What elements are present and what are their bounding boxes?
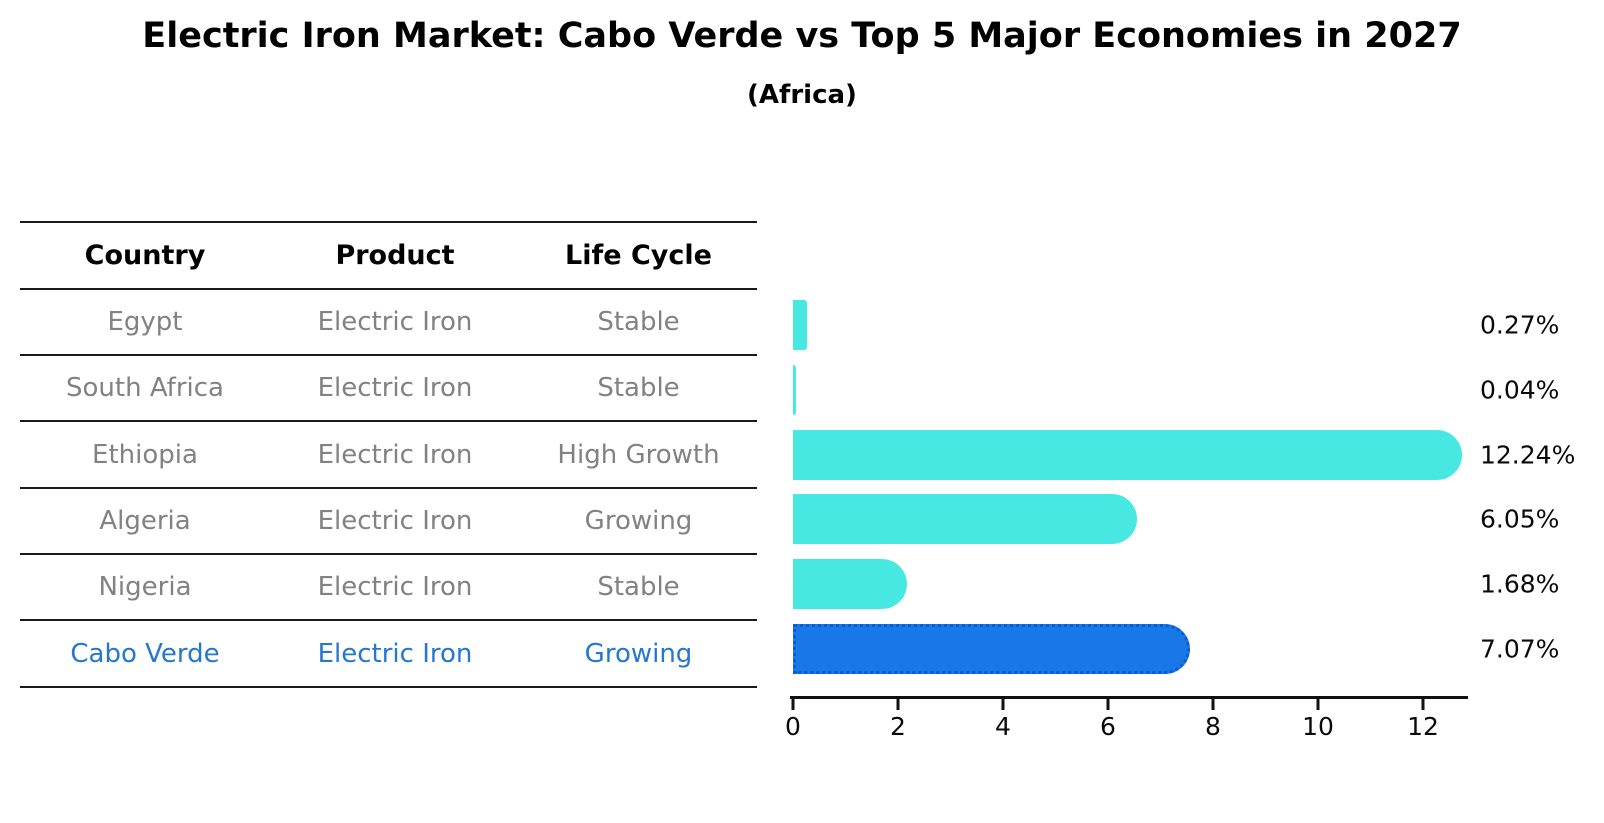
x-tick-label: 8 [1205,712,1221,741]
table-row: Ethiopia Electric Iron High Growth [20,422,757,487]
column-header-country: Country [84,240,206,271]
table-row: Egypt Electric Iron Stable [20,290,757,354]
table-row: Nigeria Electric Iron Stable [20,555,757,619]
product-cell: Electric Iron [317,307,473,337]
x-tick-mark [1001,699,1005,710]
bar-value-label: 0.04% [1480,375,1560,405]
x-tick-label: 10 [1302,712,1334,741]
life-cycle-cell: Stable [597,572,680,602]
bar-egypt [793,300,808,350]
bar-value-label: 12.24% [1480,440,1576,470]
product-cell: Electric Iron [317,506,473,536]
table-header-row: Country Product Life Cycle [20,223,757,288]
column-header-life-cycle: Life Cycle [565,240,712,271]
table-divider [20,420,757,422]
bar-value-label: 0.27% [1480,310,1560,340]
bar-value-label: 6.05% [1480,504,1560,534]
life-cycle-cell: Stable [597,307,680,337]
chart-title: Electric Iron Market: Cabo Verde vs Top … [142,16,1462,56]
x-tick-mark [1211,699,1215,710]
country-cell: Ethiopia [92,439,198,470]
x-tick-mark [1106,699,1110,710]
product-cell: Electric Iron [317,638,473,669]
x-tick-mark [1421,699,1425,710]
product-cell: Electric Iron [317,373,473,403]
table-divider [20,686,757,688]
x-tick-mark [896,699,900,710]
x-tick-label: 4 [995,712,1011,741]
table-divider [20,619,757,621]
product-cell: Electric Iron [317,439,473,470]
bar-value-label: 1.68% [1480,569,1560,599]
table-row: Cabo Verde Electric Iron Growing [20,621,757,686]
country-cell: South Africa [66,373,224,403]
table-row: Algeria Electric Iron Growing [20,489,757,553]
life-cycle-cell: Growing [584,506,693,536]
country-cell: Algeria [99,506,191,536]
x-axis-line [790,696,1468,699]
table-divider [20,354,757,356]
table-divider [20,553,757,555]
bar-algeria [793,494,1137,545]
table-divider [20,487,757,489]
bar-south-africa [793,364,796,415]
country-cell: Egypt [107,307,183,337]
bar-cabo-verde [793,624,1191,674]
country-cell: Nigeria [98,572,192,602]
x-tick-label: 0 [785,712,801,741]
column-header-product: Product [335,240,455,271]
table-divider [20,221,757,223]
table-row: South Africa Electric Iron Stable [20,356,757,420]
x-tick-mark [1316,699,1320,710]
chart-subtitle: (Africa) [747,80,857,110]
bar-nigeria [793,559,908,610]
life-cycle-cell: High Growth [557,439,720,470]
life-cycle-cell: Stable [597,373,680,403]
x-tick-mark [791,699,795,710]
country-cell: Cabo Verde [70,638,220,669]
x-tick-label: 6 [1100,712,1116,741]
table-divider [20,288,757,290]
bar-value-label: 7.07% [1480,634,1560,664]
life-cycle-cell: Growing [584,638,693,669]
x-tick-label: 12 [1407,712,1439,741]
product-cell: Electric Iron [317,572,473,602]
bar-ethiopia [793,429,1462,480]
x-tick-label: 2 [890,712,906,741]
